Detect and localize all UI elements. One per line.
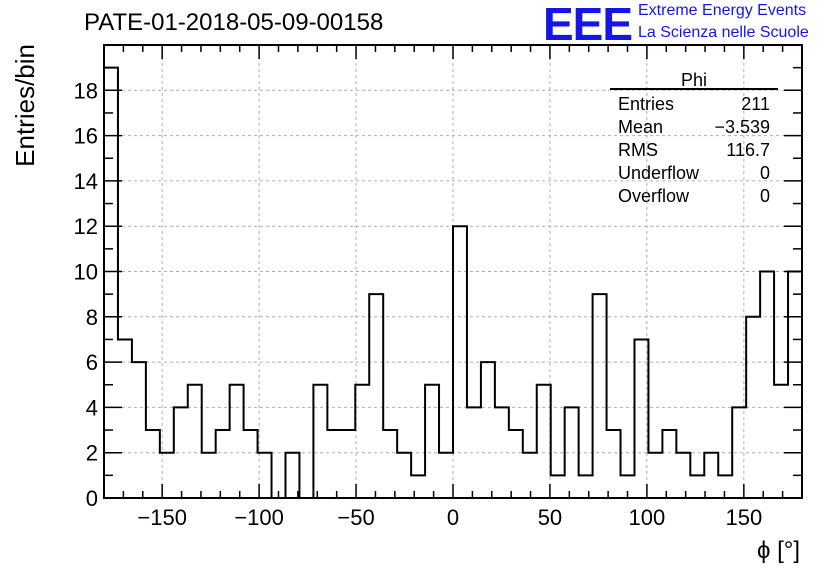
y-tick-label: 2 [86,441,98,466]
histogram-bin [327,430,341,498]
x-tick-label: 100 [629,505,666,530]
y-tick-label: 4 [86,395,98,420]
histogram-bin [355,385,369,498]
axis-ticks [103,44,803,499]
histogram-bin [230,385,244,498]
histogram-bin [718,475,732,498]
histogram-bin [690,475,704,498]
histogram-bin [579,475,593,498]
histogram-bin [634,339,648,498]
histogram-bin [481,362,495,498]
histogram-bin [244,430,258,498]
stats-rows: Entries 211 Mean −3.539 RMS 116.7 Underflow 0 Ov… [618,94,770,206]
x-tick-label: 0 [447,505,459,530]
x-tick-label: −150 [137,505,187,530]
histogram-bin [313,385,327,498]
stats-box: Phi Entries 211 Mean −3.539 RMS 116.7 Underflo… [610,70,778,206]
histogram-bin [216,430,230,498]
stats-row-value: 211 [741,94,770,114]
stats-box-title: Phi [681,70,707,90]
stats-row-value: 0 [760,186,770,206]
histogram-bin [369,294,383,498]
logo-caption-line1: Extreme Energy Events [638,2,807,19]
x-tick-label: 150 [725,505,762,530]
stats-row-value: −3.539 [714,117,770,137]
chart-title: PATE-01-2018-05-09-00158 [84,9,384,36]
histogram-bin [593,294,607,498]
tick-labels: −150 −100 −50 0 50 100 150 0 2 4 6 8 10 12 14 16 18 [74,78,763,530]
stats-row-label: Underflow [618,163,700,183]
y-tick-label: 8 [86,305,98,330]
y-tick-label: 12 [74,214,98,239]
histogram-bin [523,453,537,498]
histogram-bin [383,430,397,498]
y-tick-label: 10 [74,260,98,285]
stats-row-label: RMS [618,140,658,160]
y-tick-label: 0 [86,486,98,511]
stats-row-label: Entries [618,94,674,114]
y-tick-label: 6 [86,350,98,375]
histogram-bin [118,339,132,498]
histogram-bin [341,430,355,498]
y-tick-label: 14 [74,169,98,194]
stats-row-label: Overflow [618,186,690,206]
stats-row-value: 0 [760,163,770,183]
histogram-bin [774,385,788,498]
histogram-bin [132,362,146,498]
y-axis-label: Entries/bin [10,44,40,167]
histogram-bin [397,453,411,498]
histogram-bin [607,430,621,498]
x-tick-label: −100 [234,505,284,530]
histogram-bin [104,68,118,498]
eee-logo: EEE [543,0,633,50]
histogram-bin [537,385,551,498]
histogram-bin [704,453,718,498]
histogram-bin [174,407,188,498]
stats-row-label: Mean [618,117,663,137]
histogram-bin [146,430,160,498]
histogram-bin [760,272,774,499]
histogram-bin [648,453,662,498]
x-tick-label: −50 [337,505,374,530]
logo-caption-line2: La Scienza nelle Scuole [638,24,809,41]
stats-row-value: 116.7 [726,140,770,160]
y-tick-label: 18 [74,78,98,103]
histogram-bin [202,453,216,498]
x-axis-label: ϕ [°] [757,537,800,564]
histogram-bin [411,475,425,498]
histogram-bin [662,430,676,498]
histogram-bin [551,475,565,498]
histogram-outline [103,66,803,499]
histogram-bin [425,385,439,498]
histogram-bin [439,453,453,498]
x-tick-label: 50 [538,505,562,530]
y-tick-label: 16 [74,124,98,149]
histogram-bin [509,430,523,498]
histogram-bin [676,453,690,498]
histogram-bin [188,385,202,498]
